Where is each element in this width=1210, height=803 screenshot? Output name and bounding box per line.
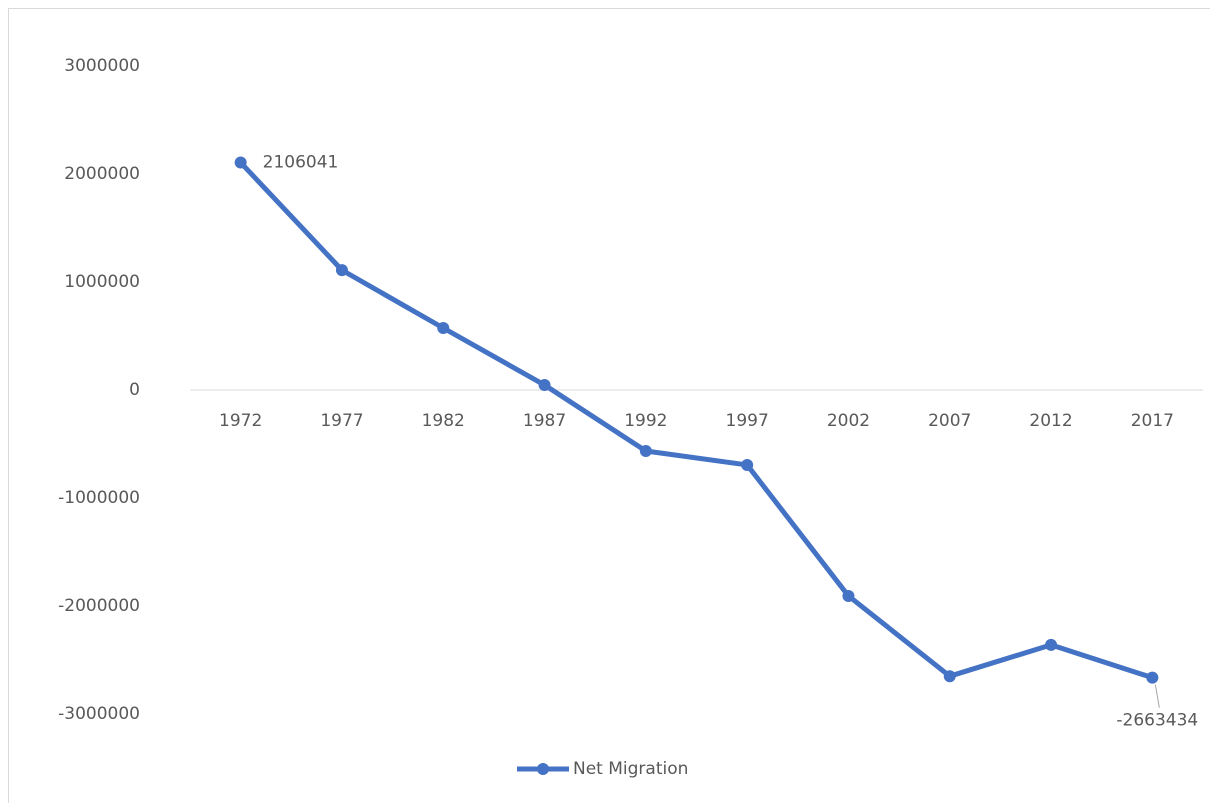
- x-tick-label: 2007: [928, 411, 971, 431]
- point: [234, 156, 247, 169]
- x-tick-label: 1997: [726, 411, 769, 431]
- y-tick-label: -1000000: [58, 488, 140, 508]
- point: [335, 264, 348, 277]
- x-tick-label: 1977: [320, 411, 363, 431]
- y-tick-label: 2000000: [64, 164, 140, 184]
- legend-label: Net Migration: [573, 759, 688, 779]
- point: [842, 589, 855, 602]
- legend-marker: [537, 763, 549, 775]
- y-tick-label: -2000000: [58, 596, 140, 616]
- chart-frame: [8, 8, 1210, 803]
- data-label: 2106041: [263, 153, 339, 173]
- y-tick-label: 0: [129, 380, 140, 400]
- y-tick-label: -3000000: [58, 704, 140, 724]
- x-tick-label: 1987: [523, 411, 566, 431]
- x-tick-label: 1992: [624, 411, 667, 431]
- point: [1045, 638, 1058, 651]
- y-tick-label: 3000000: [64, 56, 140, 76]
- data-label: -2663434: [1116, 711, 1198, 731]
- point: [639, 445, 652, 458]
- point: [538, 379, 551, 392]
- y-tick-label: 1000000: [64, 272, 140, 292]
- series-line: [238, 160, 1154, 681]
- x-tick-label: 1972: [219, 411, 262, 431]
- point: [1146, 671, 1159, 684]
- x-tick-label: 2002: [827, 411, 870, 431]
- point: [741, 458, 754, 471]
- point: [943, 670, 956, 683]
- point: [437, 322, 450, 335]
- x-tick-label: 2012: [1029, 411, 1072, 431]
- x-tick-label: 1982: [422, 411, 465, 431]
- leader-line: [1154, 684, 1160, 708]
- x-tick-label: 2017: [1131, 411, 1174, 431]
